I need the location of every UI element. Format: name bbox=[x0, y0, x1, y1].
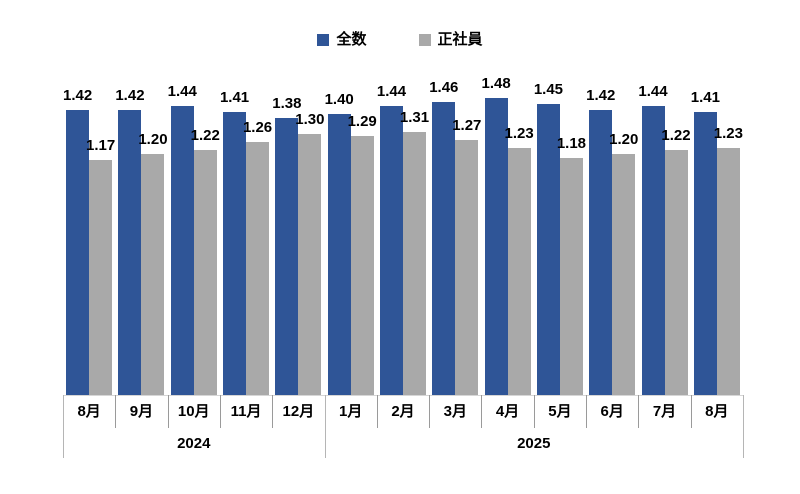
group-separator bbox=[743, 395, 744, 458]
month-tick bbox=[219, 395, 221, 428]
value-label: 1.44 bbox=[638, 82, 668, 100]
value-label: 1.42 bbox=[586, 87, 616, 104]
bar bbox=[89, 160, 113, 395]
value-label: 1.30 bbox=[295, 111, 325, 129]
bar bbox=[432, 101, 456, 395]
bar bbox=[298, 134, 322, 395]
legend-item-zensu: 全数 bbox=[317, 31, 367, 48]
value-label: 1.22 bbox=[661, 127, 691, 145]
value-label: 1.45 bbox=[533, 80, 564, 98]
bar bbox=[559, 158, 583, 395]
month-tick bbox=[481, 395, 483, 428]
bar bbox=[455, 140, 479, 395]
month-label: 1月 bbox=[339, 403, 363, 420]
bar bbox=[380, 105, 403, 395]
month-label: 6月 bbox=[600, 403, 624, 420]
chart-legend: 全数 正社員 bbox=[0, 31, 800, 48]
group-separator bbox=[63, 395, 64, 458]
bar bbox=[507, 148, 531, 395]
bar bbox=[170, 105, 194, 395]
value-label: 1.26 bbox=[242, 119, 273, 137]
bar bbox=[664, 150, 688, 395]
month-label: 5月 bbox=[548, 403, 572, 420]
bar bbox=[484, 97, 508, 395]
value-label: 1.31 bbox=[399, 109, 430, 127]
value-label: 1.44 bbox=[167, 82, 197, 100]
bar bbox=[327, 114, 351, 395]
x-axis-line bbox=[63, 395, 743, 396]
value-label: 1.41 bbox=[219, 89, 250, 106]
value-label: 1.41 bbox=[690, 89, 720, 106]
value-label: 1.46 bbox=[429, 78, 459, 96]
value-label: 1.38 bbox=[272, 95, 302, 113]
value-label: 1.23 bbox=[504, 125, 534, 143]
value-label: 1.42 bbox=[115, 87, 145, 104]
month-label: 10月 bbox=[177, 403, 210, 420]
month-tick bbox=[533, 395, 535, 428]
month-tick bbox=[638, 395, 640, 428]
month-tick bbox=[690, 395, 692, 428]
bar bbox=[612, 154, 636, 395]
year-label: 2025 bbox=[517, 435, 551, 452]
month-label: 12月 bbox=[282, 403, 315, 420]
bar bbox=[536, 103, 560, 395]
bar bbox=[246, 142, 270, 395]
bar bbox=[693, 112, 717, 395]
bar bbox=[118, 110, 142, 395]
value-label: 1.48 bbox=[481, 74, 511, 92]
legend-label-seishain: 正社員 bbox=[437, 31, 483, 48]
legend-swatch-zensu-icon bbox=[317, 34, 330, 46]
bar bbox=[275, 118, 299, 395]
value-label: 1.17 bbox=[86, 137, 116, 155]
legend-item-seishain: 正社員 bbox=[418, 31, 483, 48]
legend-swatch-seishain-icon bbox=[418, 34, 431, 46]
month-label: 9月 bbox=[129, 403, 154, 420]
value-label: 1.20 bbox=[138, 131, 168, 149]
bar bbox=[350, 136, 374, 395]
month-label: 3月 bbox=[443, 403, 467, 420]
year-label: 2024 bbox=[177, 435, 211, 452]
value-label: 1.20 bbox=[609, 131, 639, 149]
value-label: 1.44 bbox=[376, 82, 407, 100]
month-label: 8月 bbox=[77, 403, 101, 420]
bar bbox=[589, 110, 613, 395]
group-separator bbox=[324, 395, 326, 458]
value-label: 1.18 bbox=[556, 135, 587, 153]
value-label: 1.40 bbox=[324, 91, 354, 109]
month-label: 11月 bbox=[230, 403, 262, 420]
value-label: 1.42 bbox=[63, 87, 93, 104]
month-tick bbox=[376, 395, 378, 428]
month-tick bbox=[586, 395, 588, 428]
month-tick bbox=[272, 395, 274, 428]
month-label: 2月 bbox=[391, 403, 415, 420]
bar bbox=[66, 110, 90, 395]
value-label: 1.22 bbox=[190, 127, 220, 145]
month-label: 4月 bbox=[495, 403, 520, 420]
bar bbox=[403, 132, 426, 395]
legend-label-zensu: 全数 bbox=[336, 31, 367, 48]
month-label: 8月 bbox=[705, 403, 729, 420]
value-label: 1.29 bbox=[347, 113, 377, 131]
bar bbox=[193, 150, 217, 395]
bar bbox=[641, 105, 665, 395]
month-tick bbox=[167, 395, 169, 428]
bar bbox=[716, 148, 740, 395]
value-label: 1.23 bbox=[713, 125, 743, 143]
month-tick bbox=[429, 395, 431, 428]
value-label: 1.27 bbox=[452, 117, 482, 135]
month-tick bbox=[115, 395, 117, 428]
month-label: 7月 bbox=[652, 403, 677, 420]
bar bbox=[223, 112, 247, 395]
bar bbox=[141, 154, 165, 395]
